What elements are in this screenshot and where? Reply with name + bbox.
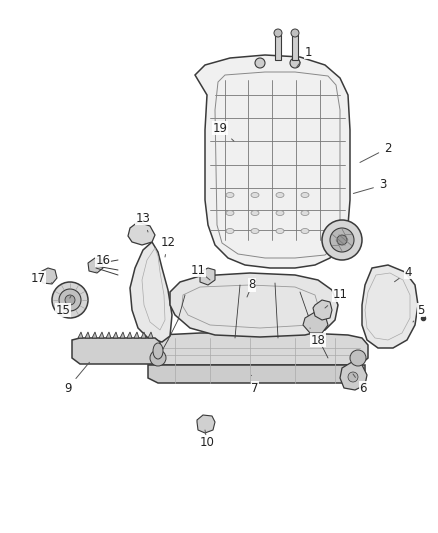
Polygon shape	[148, 333, 368, 365]
Polygon shape	[113, 332, 118, 338]
Polygon shape	[130, 242, 172, 342]
Circle shape	[255, 58, 265, 68]
Ellipse shape	[153, 343, 163, 359]
Circle shape	[65, 295, 75, 305]
Ellipse shape	[226, 192, 234, 198]
Polygon shape	[362, 265, 418, 348]
Polygon shape	[148, 332, 153, 338]
Polygon shape	[303, 312, 328, 333]
Polygon shape	[92, 332, 97, 338]
Polygon shape	[120, 332, 125, 338]
Polygon shape	[106, 332, 111, 338]
Text: 7: 7	[251, 375, 259, 394]
Ellipse shape	[276, 211, 284, 215]
Text: 4: 4	[395, 265, 412, 282]
Ellipse shape	[301, 192, 309, 198]
Ellipse shape	[301, 229, 309, 233]
Ellipse shape	[276, 229, 284, 233]
Circle shape	[150, 350, 166, 366]
Polygon shape	[340, 362, 367, 390]
Text: 16: 16	[95, 254, 110, 272]
Text: 6: 6	[353, 374, 367, 394]
Text: 19: 19	[212, 122, 234, 141]
Text: 8: 8	[247, 279, 256, 297]
Text: 2: 2	[360, 141, 392, 163]
Circle shape	[291, 29, 299, 37]
Circle shape	[330, 228, 354, 252]
Polygon shape	[275, 35, 281, 60]
Circle shape	[52, 282, 88, 318]
Polygon shape	[88, 258, 103, 273]
Ellipse shape	[301, 211, 309, 215]
Polygon shape	[313, 300, 332, 320]
Polygon shape	[85, 332, 90, 338]
Polygon shape	[40, 268, 57, 284]
Text: 11: 11	[325, 288, 347, 308]
Polygon shape	[141, 332, 146, 338]
Text: 17: 17	[31, 271, 52, 285]
Text: 9: 9	[64, 362, 89, 394]
Ellipse shape	[251, 192, 259, 198]
Polygon shape	[195, 55, 350, 268]
Polygon shape	[292, 35, 298, 60]
Ellipse shape	[226, 229, 234, 233]
Polygon shape	[148, 365, 365, 383]
Polygon shape	[72, 338, 160, 364]
Ellipse shape	[251, 211, 259, 215]
Text: 5: 5	[413, 303, 425, 322]
Circle shape	[290, 58, 300, 68]
Text: 1: 1	[297, 45, 312, 68]
Polygon shape	[128, 222, 155, 245]
Circle shape	[322, 220, 362, 260]
Polygon shape	[200, 268, 215, 285]
Text: 3: 3	[353, 179, 387, 193]
Circle shape	[274, 29, 282, 37]
Ellipse shape	[251, 229, 259, 233]
Text: 12: 12	[160, 236, 176, 257]
Circle shape	[348, 372, 358, 382]
Text: 11: 11	[191, 263, 210, 280]
Polygon shape	[99, 332, 104, 338]
Polygon shape	[134, 332, 139, 338]
Polygon shape	[78, 332, 83, 338]
Circle shape	[337, 235, 347, 245]
Polygon shape	[197, 415, 215, 433]
Circle shape	[59, 289, 81, 311]
Polygon shape	[170, 273, 338, 337]
Ellipse shape	[276, 192, 284, 198]
Text: 10: 10	[200, 430, 215, 448]
Text: 15: 15	[56, 296, 71, 317]
Polygon shape	[127, 332, 132, 338]
Circle shape	[350, 350, 366, 366]
Text: 13: 13	[136, 212, 150, 232]
Text: 18: 18	[310, 328, 325, 346]
Ellipse shape	[226, 211, 234, 215]
